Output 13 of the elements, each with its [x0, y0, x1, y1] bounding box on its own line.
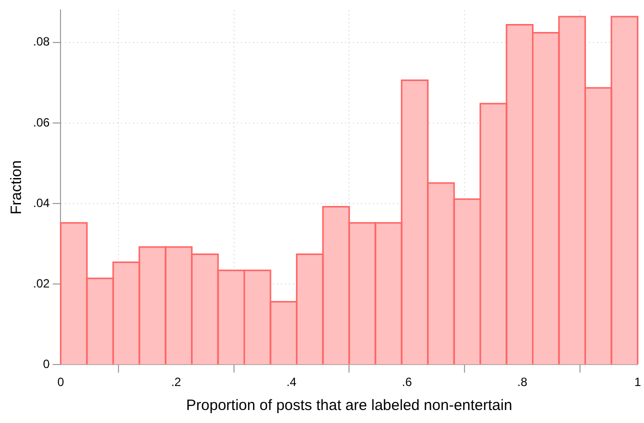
y-tick-label: .04 [32, 196, 50, 210]
x-axis-title: Proportion of posts that are labeled non-entertain [186, 397, 512, 414]
y-axis-title: Fraction [8, 160, 26, 214]
y-tick-label: .02 [32, 276, 50, 290]
x-tick-label: 0 [57, 375, 64, 390]
x-tick-label: 1 [634, 375, 642, 390]
y-tick-label: .08 [32, 34, 50, 49]
x-tick-label: .6 [402, 375, 412, 390]
x-tick-label: .8 [517, 375, 528, 390]
x-tick-label: .4 [286, 375, 297, 390]
y-tick-label: 0 [42, 356, 50, 371]
x-tick-label: .2 [171, 375, 182, 390]
y-tick-label: .06 [32, 115, 50, 130]
